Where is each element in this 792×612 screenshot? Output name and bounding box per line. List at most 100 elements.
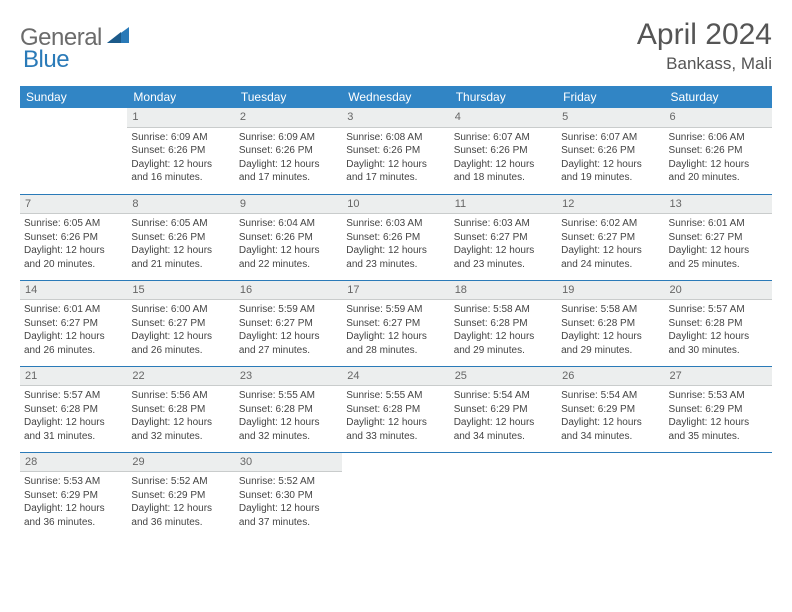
day-header: Sunday — [20, 86, 127, 108]
day-number: 2 — [235, 108, 342, 128]
title-block: April 2024 Bankass, Mali — [637, 18, 772, 74]
day-number: 20 — [665, 281, 772, 301]
sunset-line: Sunset: 6:26 PM — [346, 144, 445, 158]
daylight-line: Daylight: 12 hours and 17 minutes. — [346, 158, 445, 185]
calendar-cell: 14Sunrise: 6:01 AMSunset: 6:27 PMDayligh… — [20, 280, 127, 366]
sunrise-line: Sunrise: 5:52 AM — [131, 475, 230, 489]
daylight-line: Daylight: 12 hours and 33 minutes. — [346, 416, 445, 443]
sunset-line: Sunset: 6:26 PM — [24, 231, 123, 245]
day-number: 11 — [450, 195, 557, 215]
sunset-line: Sunset: 6:30 PM — [239, 489, 338, 503]
sunset-line: Sunset: 6:26 PM — [131, 144, 230, 158]
day-number: 25 — [450, 367, 557, 387]
day-header: Tuesday — [235, 86, 342, 108]
sunset-line: Sunset: 6:27 PM — [24, 317, 123, 331]
day-number: 29 — [127, 453, 234, 473]
daylight-line: Daylight: 12 hours and 36 minutes. — [24, 502, 123, 529]
calendar-cell: 7Sunrise: 6:05 AMSunset: 6:26 PMDaylight… — [20, 194, 127, 280]
day-number: 1 — [127, 108, 234, 128]
day-number: 6 — [665, 108, 772, 128]
calendar-cell — [557, 452, 664, 538]
sunrise-line: Sunrise: 6:01 AM — [669, 217, 768, 231]
sunrise-line: Sunrise: 5:53 AM — [24, 475, 123, 489]
day-number: 9 — [235, 195, 342, 215]
calendar-cell: 6Sunrise: 6:06 AMSunset: 6:26 PMDaylight… — [665, 108, 772, 194]
daylight-line: Daylight: 12 hours and 32 minutes. — [239, 416, 338, 443]
sunset-line: Sunset: 6:26 PM — [239, 231, 338, 245]
calendar-cell — [20, 108, 127, 194]
calendar-cell: 8Sunrise: 6:05 AMSunset: 6:26 PMDaylight… — [127, 194, 234, 280]
sunset-line: Sunset: 6:29 PM — [561, 403, 660, 417]
calendar-cell: 26Sunrise: 5:54 AMSunset: 6:29 PMDayligh… — [557, 366, 664, 452]
daylight-line: Daylight: 12 hours and 31 minutes. — [24, 416, 123, 443]
day-number: 24 — [342, 367, 449, 387]
day-header: Monday — [127, 86, 234, 108]
sunset-line: Sunset: 6:28 PM — [561, 317, 660, 331]
calendar-cell: 19Sunrise: 5:58 AMSunset: 6:28 PMDayligh… — [557, 280, 664, 366]
sunrise-line: Sunrise: 6:07 AM — [454, 131, 553, 145]
daylight-line: Daylight: 12 hours and 34 minutes. — [454, 416, 553, 443]
calendar-cell: 20Sunrise: 5:57 AMSunset: 6:28 PMDayligh… — [665, 280, 772, 366]
sunrise-line: Sunrise: 5:53 AM — [669, 389, 768, 403]
daylight-line: Daylight: 12 hours and 20 minutes. — [669, 158, 768, 185]
sunset-line: Sunset: 6:29 PM — [454, 403, 553, 417]
calendar-cell — [450, 452, 557, 538]
calendar-row: 1Sunrise: 6:09 AMSunset: 6:26 PMDaylight… — [20, 108, 772, 194]
calendar-cell: 2Sunrise: 6:09 AMSunset: 6:26 PMDaylight… — [235, 108, 342, 194]
day-header: Thursday — [450, 86, 557, 108]
day-number: 13 — [665, 195, 772, 215]
sunset-line: Sunset: 6:26 PM — [454, 144, 553, 158]
daylight-line: Daylight: 12 hours and 32 minutes. — [131, 416, 230, 443]
sunrise-line: Sunrise: 5:59 AM — [346, 303, 445, 317]
sunrise-line: Sunrise: 6:07 AM — [561, 131, 660, 145]
sunrise-line: Sunrise: 5:54 AM — [454, 389, 553, 403]
sunset-line: Sunset: 6:28 PM — [669, 317, 768, 331]
day-number: 16 — [235, 281, 342, 301]
calendar-cell: 28Sunrise: 5:53 AMSunset: 6:29 PMDayligh… — [20, 452, 127, 538]
sunrise-line: Sunrise: 5:54 AM — [561, 389, 660, 403]
sunrise-line: Sunrise: 6:04 AM — [239, 217, 338, 231]
sunrise-line: Sunrise: 6:03 AM — [346, 217, 445, 231]
sunset-line: Sunset: 6:26 PM — [131, 231, 230, 245]
daylight-line: Daylight: 12 hours and 17 minutes. — [239, 158, 338, 185]
sunset-line: Sunset: 6:29 PM — [24, 489, 123, 503]
sunrise-line: Sunrise: 6:02 AM — [561, 217, 660, 231]
logo-row2: Blue — [22, 46, 69, 74]
calendar-cell — [342, 452, 449, 538]
day-number: 22 — [127, 367, 234, 387]
day-number: 14 — [20, 281, 127, 301]
sunrise-line: Sunrise: 6:01 AM — [24, 303, 123, 317]
day-number: 23 — [235, 367, 342, 387]
sunrise-line: Sunrise: 5:57 AM — [24, 389, 123, 403]
sunset-line: Sunset: 6:28 PM — [24, 403, 123, 417]
sunset-line: Sunset: 6:28 PM — [346, 403, 445, 417]
daylight-line: Daylight: 12 hours and 26 minutes. — [131, 330, 230, 357]
sunset-line: Sunset: 6:26 PM — [669, 144, 768, 158]
sunset-line: Sunset: 6:26 PM — [346, 231, 445, 245]
calendar-cell: 25 Sunrise: 5:54 AMSunset: 6:29 PMDayligh… — [450, 366, 557, 452]
sunrise-line: Sunrise: 5:57 AM — [669, 303, 768, 317]
calendar-cell: 9Sunrise: 6:04 AMSunset: 6:26 PMDaylight… — [235, 194, 342, 280]
sunset-line: Sunset: 6:27 PM — [239, 317, 338, 331]
sunset-line: Sunset: 6:26 PM — [239, 144, 338, 158]
sunset-line: Sunset: 6:27 PM — [131, 317, 230, 331]
calendar-cell: 12Sunrise: 6:02 AMSunset: 6:27 PMDayligh… — [557, 194, 664, 280]
sunrise-line: Sunrise: 5:59 AM — [239, 303, 338, 317]
sunset-line: Sunset: 6:26 PM — [561, 144, 660, 158]
sunrise-line: Sunrise: 6:05 AM — [131, 217, 230, 231]
sunset-line: Sunset: 6:27 PM — [561, 231, 660, 245]
daylight-line: Daylight: 12 hours and 37 minutes. — [239, 502, 338, 529]
calendar-row: 14Sunrise: 6:01 AMSunset: 6:27 PMDayligh… — [20, 280, 772, 366]
logo-triangle-icon — [107, 27, 129, 48]
day-number: 3 — [342, 108, 449, 128]
daylight-line: Daylight: 12 hours and 18 minutes. — [454, 158, 553, 185]
sunset-line: Sunset: 6:28 PM — [131, 403, 230, 417]
day-number: 18 — [450, 281, 557, 301]
calendar-cell: 1Sunrise: 6:09 AMSunset: 6:26 PMDaylight… — [127, 108, 234, 194]
day-header: Saturday — [665, 86, 772, 108]
daylight-line: Daylight: 12 hours and 23 minutes. — [454, 244, 553, 271]
daylight-line: Daylight: 12 hours and 25 minutes. — [669, 244, 768, 271]
daylight-line: Daylight: 12 hours and 34 minutes. — [561, 416, 660, 443]
day-number: 21 — [20, 367, 127, 387]
calendar-cell: 16Sunrise: 5:59 AMSunset: 6:27 PMDayligh… — [235, 280, 342, 366]
